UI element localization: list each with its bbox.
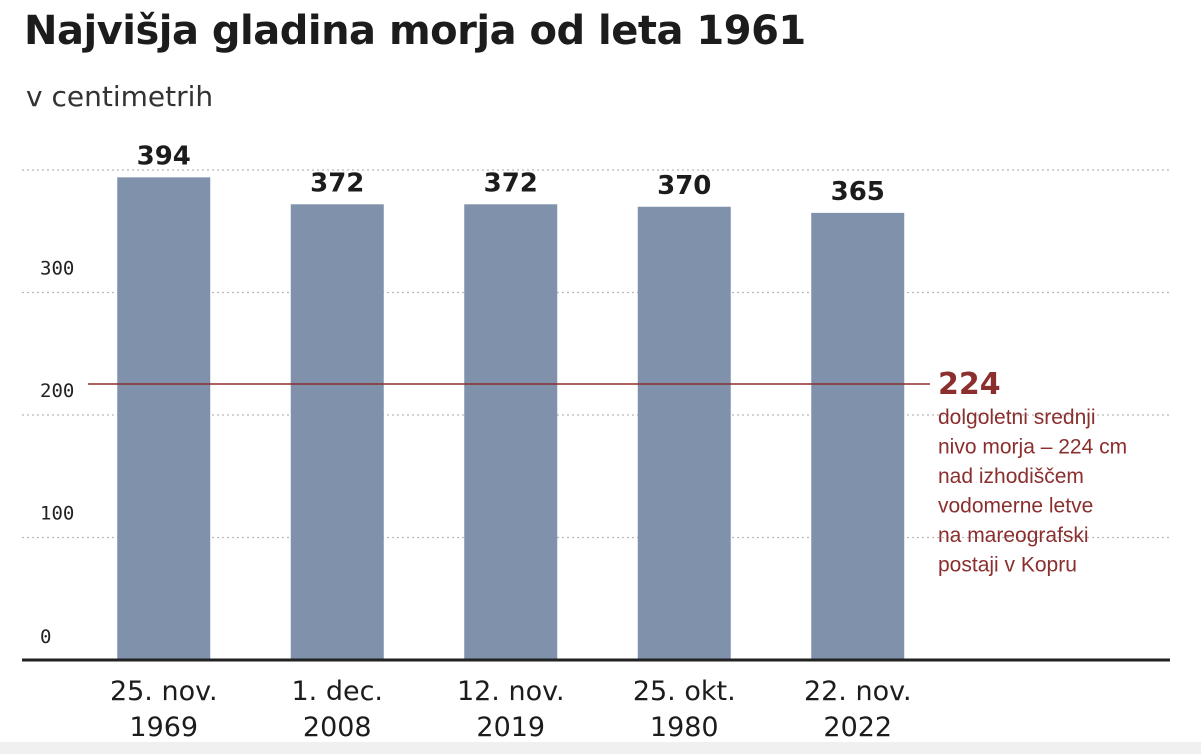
reference-note-line: nad izhodiščem: [938, 465, 1084, 488]
bar: [464, 204, 558, 661]
x-tick-label: 2022: [823, 712, 892, 743]
data-label: 365: [831, 177, 885, 207]
y-tick-label: 200: [40, 380, 74, 402]
bar: [290, 204, 384, 661]
data-label: 394: [137, 141, 191, 171]
y-tick-label: 300: [40, 258, 74, 280]
x-tick-label: 25. nov.: [110, 676, 218, 707]
y-tick-label: 100: [40, 503, 74, 525]
reference-note-line: dolgoletni srednji: [938, 406, 1096, 429]
reference-value-label: 224: [938, 367, 1001, 402]
reference-note-line: vodomerne letve: [938, 495, 1093, 518]
reference-note-line: nivo morja – 224 cm: [938, 436, 1127, 459]
y-tick-label: 0: [40, 626, 51, 648]
x-tick-label: 1969: [129, 712, 198, 743]
reference-note-line: na mareografski: [938, 524, 1089, 547]
bar: [637, 206, 731, 660]
x-tick-label: 12. nov.: [457, 676, 565, 707]
reference-note-line: postaji v Kopru: [938, 554, 1077, 577]
bar: [811, 212, 905, 660]
x-tick-label: 1. dec.: [291, 676, 383, 707]
data-label: 372: [310, 168, 364, 198]
x-tick-label: 2019: [476, 712, 545, 743]
chart-subtitle: v centimetrih: [26, 80, 214, 113]
x-tick-label: 22. nov.: [804, 676, 912, 707]
chart-title: Najvišja gladina morja od leta 1961: [24, 8, 806, 54]
data-label: 370: [657, 171, 711, 201]
bar: [117, 177, 211, 660]
bottom-strip: [0, 742, 1201, 754]
x-tick-label: 1980: [650, 712, 719, 743]
x-tick-label: 2008: [303, 712, 372, 743]
data-label: 372: [484, 168, 538, 198]
x-tick-label: 25. okt.: [633, 676, 736, 707]
